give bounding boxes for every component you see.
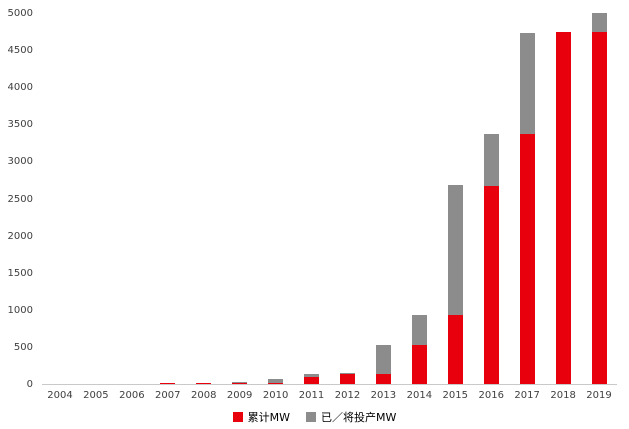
bar-segment xyxy=(232,383,248,384)
bar-slot xyxy=(42,14,78,384)
x-tick-label: 2008 xyxy=(190,390,217,401)
bar-segment xyxy=(304,374,320,377)
bar-segment xyxy=(591,13,607,32)
x-tick-label: 2019 xyxy=(586,390,612,401)
bar-segment xyxy=(375,345,391,374)
stacked-bar-2013 xyxy=(375,345,391,384)
x-axis: 2004 2005 2006 2007 2008 2009 2010 2011 2012 2013… xyxy=(42,387,617,405)
bar-segment xyxy=(447,185,463,315)
stacked-bar-2010 xyxy=(268,379,284,384)
stacked-bar-2012 xyxy=(339,373,355,384)
bar-segment xyxy=(232,382,248,383)
bar-segment xyxy=(339,373,355,374)
stacked-bar-2011 xyxy=(304,374,320,384)
bar-slot xyxy=(330,14,366,384)
y-tick-label: 0 xyxy=(26,379,33,390)
x-tick-label: 2011 xyxy=(298,390,325,401)
x-tick-label: 2007 xyxy=(155,390,181,401)
bar-slot xyxy=(222,14,258,384)
bar-segment xyxy=(483,186,499,384)
bar-slot xyxy=(545,14,581,384)
stacked-bar-2018 xyxy=(555,32,571,384)
y-tick-label: 3500 xyxy=(7,119,33,131)
bar-slot xyxy=(186,14,222,384)
x-tick-label: 2015 xyxy=(442,390,468,401)
bar-slot xyxy=(150,14,186,384)
x-tick-label: 2005 xyxy=(83,390,109,401)
legend-swatch-red-icon xyxy=(232,412,243,422)
bar-slot xyxy=(365,14,401,384)
bar-segment xyxy=(555,32,571,384)
stacked-bar-2019 xyxy=(591,13,607,384)
x-tick-label: 2012 xyxy=(334,390,361,401)
stacked-bar-2016 xyxy=(483,134,499,384)
bar-segment xyxy=(483,134,499,186)
x-tick-label: 2017 xyxy=(514,390,540,401)
bar-segment xyxy=(411,315,427,345)
bar-segment xyxy=(196,383,212,384)
bar-slot xyxy=(437,14,473,384)
bar-slot xyxy=(509,14,545,384)
bar-segment xyxy=(591,32,607,384)
bar-slot xyxy=(473,14,509,384)
x-tick-label: 2018 xyxy=(550,390,576,401)
y-tick-label: 4000 xyxy=(7,82,33,94)
stacked-bar-2008 xyxy=(196,383,212,384)
bar-segment xyxy=(519,134,535,384)
bar-segment xyxy=(519,33,535,134)
legend-swatch-gray-icon xyxy=(306,412,316,422)
x-tick-label: 2009 xyxy=(226,390,253,401)
y-tick-label: 1500 xyxy=(7,267,33,279)
y-tick-label: 1000 xyxy=(7,304,33,316)
y-tick-label: 2000 xyxy=(7,230,33,242)
x-tick-label: 2016 xyxy=(478,390,504,401)
y-axis: 0 500 1000 1500 2000 2500 3000 3500 4000 4500 5000 xyxy=(0,9,38,390)
y-tick-label: 4500 xyxy=(7,45,33,57)
stacked-bar-2015 xyxy=(447,185,463,384)
y-tick-label: 3000 xyxy=(7,156,33,168)
bar-segment xyxy=(268,383,284,384)
x-tick-label: 2006 xyxy=(119,390,145,401)
legend: 累计MW 已／将投产MW xyxy=(0,408,629,426)
stacked-bar-2007 xyxy=(160,383,176,384)
bar-slot xyxy=(258,14,294,384)
stacked-bar-2009 xyxy=(232,382,248,384)
x-tick-label: 2004 xyxy=(47,390,73,401)
y-tick-label: 5000 xyxy=(7,8,33,19)
bar-segment xyxy=(160,383,176,384)
bar-slot xyxy=(294,14,330,384)
y-tick-label: 2500 xyxy=(7,193,33,205)
bar-segment xyxy=(339,374,355,384)
x-tick-label: 2010 xyxy=(262,390,289,401)
legend-item-commissioned: 已／将投产MW xyxy=(306,409,396,425)
bar-segment xyxy=(411,345,427,384)
plot-area xyxy=(42,13,617,385)
bar-slot xyxy=(581,13,617,384)
stacked-bar-2017 xyxy=(519,33,535,384)
bar-segment xyxy=(268,379,284,383)
bar-segment xyxy=(304,377,320,384)
bar-slot xyxy=(78,14,114,384)
legend-item-cumulative: 累计MW xyxy=(232,409,290,425)
legend-label-commissioned: 已／将投产MW xyxy=(321,411,397,424)
bar-segment xyxy=(447,315,463,384)
x-tick-label: 2013 xyxy=(370,390,397,401)
bar-segment xyxy=(375,374,391,384)
stacked-bar-2014 xyxy=(411,315,427,384)
bar-slot xyxy=(114,14,150,384)
x-tick-label: 2014 xyxy=(406,390,433,401)
bar-slot xyxy=(401,14,437,384)
legend-label-cumulative: 累计MW xyxy=(247,411,290,424)
y-tick-label: 500 xyxy=(13,341,33,353)
